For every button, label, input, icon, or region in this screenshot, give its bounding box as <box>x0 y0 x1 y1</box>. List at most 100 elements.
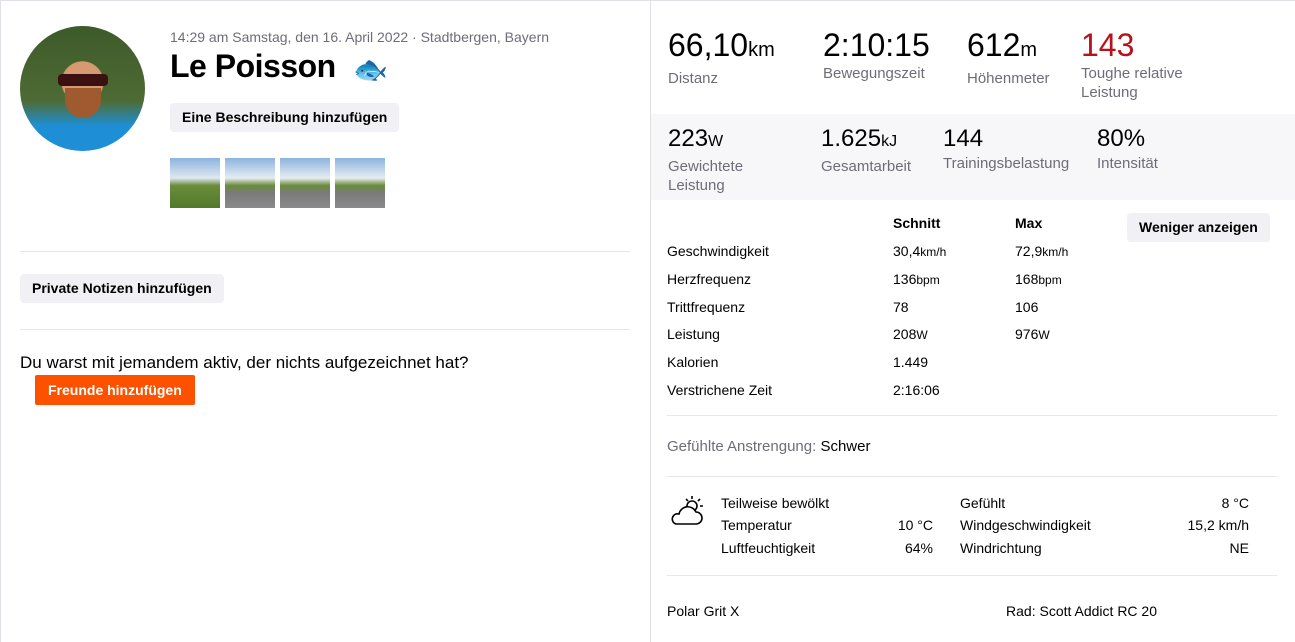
row-label-value: Geschwindigkeit <box>667 243 769 259</box>
stat-label: Gewichtete Leistung <box>668 158 744 194</box>
fish-icon: 🐟 <box>353 54 388 85</box>
photo-thumbnail[interactable] <box>170 158 220 208</box>
divider <box>667 575 1277 576</box>
stat-distance: 66,10km Distanz <box>668 28 775 88</box>
row-label-value: Herzfrequenz <box>667 270 752 287</box>
stat-relative-effort[interactable]: 143 Toughe relative Leistung <box>1081 28 1211 102</box>
add-friends-button[interactable]: Freunde hinzufügen <box>35 375 195 405</box>
top-border <box>0 0 1295 1</box>
row-label: Verstrichene Zeit <box>667 382 772 398</box>
stat-unit: W <box>708 133 724 150</box>
row-avg: 208W <box>893 326 928 342</box>
row-max: 976W <box>1015 326 1050 342</box>
perceived-effort-value: Schwer <box>820 438 871 455</box>
stat-unit: kJ <box>881 133 898 150</box>
feels-like-value: 8 °C <box>1221 495 1249 511</box>
divider <box>667 476 1277 477</box>
wind-direction-label: Windrichtung <box>960 540 1042 556</box>
row-label: Herzfrequenz <box>667 271 751 287</box>
add-description-button[interactable]: Eine Beschreibung hinzufügen <box>170 103 400 132</box>
row-avg: 136bpm <box>893 271 940 287</box>
photo-thumbnail[interactable] <box>280 158 330 208</box>
row-max-unit: km/h <box>1042 245 1069 259</box>
stat-value: 143 <box>1081 27 1135 63</box>
stat-value: 144 <box>943 125 984 152</box>
row-max: 168bpm <box>1015 271 1062 287</box>
row-avg: 30,4km/h <box>893 243 946 259</box>
stat-total-work: 1.625kJ Gesamtarbeit <box>821 126 911 176</box>
row-avg-value: 1.449 <box>893 354 929 371</box>
divider <box>20 251 630 252</box>
divider <box>20 329 630 330</box>
stat-value: 2:10:15 <box>823 27 930 63</box>
wind-speed-label: Windgeschwindigkeit <box>960 517 1091 533</box>
row-max-unit: W <box>1038 328 1050 343</box>
stat-value: 612 <box>967 27 1021 63</box>
row-avg: 1.449 <box>893 354 928 370</box>
stat-label: Höhenmeter <box>967 70 1050 87</box>
stat-unit: m <box>1020 39 1038 61</box>
row-avg-unit: km/h <box>920 245 947 259</box>
humidity-value: 64% <box>904 540 933 556</box>
row-label-value: Leistung <box>667 326 720 343</box>
row-avg: 78 <box>893 299 909 315</box>
photo-strip <box>170 158 385 208</box>
stat-label: Trainingsbelastung <box>943 155 1070 172</box>
show-less-button[interactable]: Weniger anzeigen <box>1127 213 1270 242</box>
row-avg-value: 136 <box>893 270 917 287</box>
add-private-notes-button[interactable]: Private Notizen hinzufügen <box>20 274 224 303</box>
stat-label: Distanz <box>668 70 719 87</box>
column-header-avg: Schnitt <box>893 215 941 231</box>
row-max-value: 106 <box>1015 298 1039 315</box>
avatar[interactable] <box>20 26 145 151</box>
left-border <box>0 0 1 642</box>
temperature-label: Temperatur <box>721 517 792 533</box>
photo-thumbnail[interactable] <box>225 158 275 208</box>
friends-prompt: Du warst mit jemandem aktiv, der nichts … <box>20 353 469 372</box>
row-label: Geschwindigkeit <box>667 243 769 259</box>
row-avg: 2:16:06 <box>893 382 940 398</box>
device-name: Polar Grit X <box>667 603 740 619</box>
stat-label: Intensität <box>1097 155 1158 172</box>
partly-cloudy-icon <box>668 494 706 531</box>
perceived-effort: Gefühlte Anstrengung: Schwer <box>667 438 870 455</box>
photo-thumbnail[interactable] <box>335 158 385 208</box>
stat-intensity: 80% Intensität <box>1097 126 1158 173</box>
column-divider <box>650 0 651 642</box>
stat-value: 1.625 <box>821 125 882 152</box>
wind-direction-value: NE <box>1229 540 1249 556</box>
secondary-stats-band <box>651 114 1295 200</box>
row-avg-value: 78 <box>893 298 909 315</box>
stat-label: Toughe relative Leistung <box>1081 65 1183 101</box>
weather-condition: Teilweise bewölkt <box>721 495 830 511</box>
wind-speed-value: 15,2 km/h <box>1187 517 1249 533</box>
stat-weighted-power: 223W Gewichtete Leistung <box>668 126 778 195</box>
row-max: 106 <box>1015 299 1038 315</box>
row-label-value: Trittfrequenz <box>667 298 746 315</box>
humidity-label: Luftfeuchtigkeit <box>721 540 816 556</box>
stat-moving-time: 2:10:15 Bewegungszeit <box>823 28 930 83</box>
stat-value: 80% <box>1097 125 1146 152</box>
row-avg-value: 30,4 <box>893 243 921 259</box>
row-max-value: 976 <box>1015 326 1039 343</box>
stat-training-load: 144 Trainingsbelastung <box>943 126 1069 173</box>
row-label-value: Kalorien <box>667 354 719 371</box>
stat-elevation: 612m Höhenmeter <box>967 28 1050 88</box>
row-max-unit: bpm <box>1038 272 1062 287</box>
row-avg-unit: W <box>916 328 928 343</box>
row-max: 72,9km/h <box>1015 243 1068 259</box>
column-header-max: Max <box>1015 215 1043 231</box>
divider <box>667 415 1277 416</box>
stat-label: Gesamtarbeit <box>821 158 912 175</box>
row-label: Trittfrequenz <box>667 299 745 315</box>
row-label: Leistung <box>667 326 720 342</box>
temperature-value: 10 °C <box>897 517 933 533</box>
row-label-value: Verstrichene Zeit <box>667 382 773 398</box>
row-avg-value: 208 <box>893 326 917 343</box>
stat-unit: km <box>748 39 775 61</box>
row-label: Kalorien <box>667 354 718 370</box>
row-max-value: 168 <box>1015 270 1039 287</box>
stat-value: 66,10 <box>668 27 749 63</box>
activity-title: Le Poisson <box>170 48 336 84</box>
feels-like-label: Gefühlt <box>960 495 1006 511</box>
